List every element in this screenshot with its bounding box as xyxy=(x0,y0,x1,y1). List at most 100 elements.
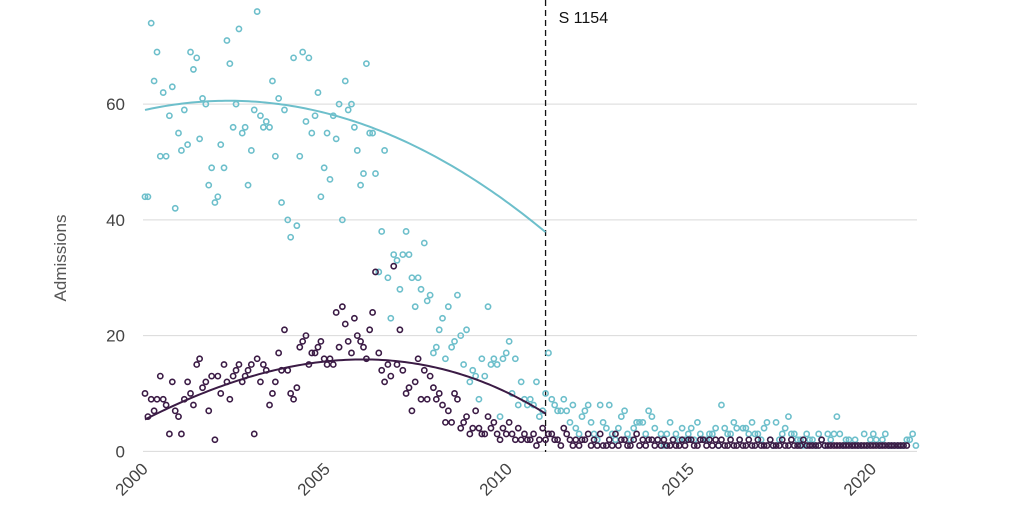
data-point-teal xyxy=(602,424,610,432)
data-point-purple xyxy=(879,442,886,449)
data-point-purple xyxy=(624,442,631,449)
data-point-teal xyxy=(360,170,367,177)
data-point-teal xyxy=(399,251,407,258)
data-point-teal xyxy=(490,355,498,363)
data-point-teal xyxy=(560,395,568,403)
data-point-purple xyxy=(165,430,173,438)
data-point-purple xyxy=(387,372,395,380)
data-point-teal xyxy=(605,401,613,409)
data-point-teal xyxy=(566,418,574,426)
data-point-purple xyxy=(369,309,376,316)
data-point-purple xyxy=(141,390,149,397)
data-point-purple xyxy=(630,436,638,444)
data-point-teal xyxy=(785,413,792,421)
data-point-teal xyxy=(417,285,425,293)
gridlines xyxy=(143,103,917,452)
data-point-purple xyxy=(202,378,210,386)
data-point-purple xyxy=(332,309,340,316)
data-point-purple xyxy=(551,436,559,444)
data-point-purple xyxy=(220,361,228,368)
data-point-purple xyxy=(608,442,616,449)
data-point-purple xyxy=(411,378,419,386)
data-point-purple xyxy=(827,442,835,449)
data-point-teal xyxy=(448,343,456,351)
data-point-purple xyxy=(617,436,625,444)
data-point-purple xyxy=(357,337,364,345)
data-point-purple xyxy=(250,430,258,438)
data-point-purple xyxy=(587,442,595,449)
data-point-purple xyxy=(897,442,905,449)
data-point-purple xyxy=(724,442,732,449)
data-point-purple xyxy=(281,326,288,334)
data-point-teal xyxy=(420,239,428,247)
data-point-teal xyxy=(621,407,628,415)
data-point-teal xyxy=(305,54,313,62)
data-point-purple xyxy=(763,442,771,449)
data-point-purple xyxy=(381,378,389,386)
policy-reference-line: S 1154 xyxy=(544,0,608,452)
data-point-teal xyxy=(612,436,619,444)
data-point-purple xyxy=(344,337,352,345)
data-point-teal xyxy=(563,407,571,415)
y-axis-title: Admissions xyxy=(51,215,70,302)
data-point-teal xyxy=(833,413,841,421)
data-point-purple xyxy=(654,436,662,444)
data-point-teal xyxy=(872,436,880,444)
data-point-purple xyxy=(150,407,158,415)
data-point-teal xyxy=(175,129,182,137)
data-point-purple xyxy=(696,436,704,444)
data-point-purple xyxy=(190,401,197,409)
data-point-teal xyxy=(178,147,185,154)
data-point-teal xyxy=(384,274,392,282)
data-point-teal xyxy=(778,430,786,438)
data-point-teal xyxy=(323,129,331,137)
data-point-teal xyxy=(517,378,525,386)
data-point-purple xyxy=(514,424,522,432)
data-point-teal xyxy=(199,94,206,102)
data-point-purple xyxy=(590,436,598,444)
data-point-teal xyxy=(284,216,292,224)
data-point-purple xyxy=(678,436,686,444)
data-point-purple xyxy=(742,442,750,449)
data-point-teal xyxy=(514,401,522,409)
data-point-teal xyxy=(469,366,477,374)
data-point-purple xyxy=(259,361,267,368)
data-point-teal xyxy=(511,355,519,363)
data-point-purple xyxy=(457,424,465,432)
data-point-purple xyxy=(178,430,185,438)
data-point-purple xyxy=(469,424,477,432)
data-point-purple xyxy=(214,372,222,380)
data-point-purple xyxy=(187,390,194,397)
data-point-teal xyxy=(317,193,325,201)
data-point-purple xyxy=(335,343,343,351)
data-point-purple xyxy=(690,442,698,449)
data-point-purple xyxy=(521,430,528,438)
data-point-teal xyxy=(496,413,504,421)
data-point-teal xyxy=(639,418,647,426)
data-point-teal xyxy=(909,430,917,438)
data-point-teal xyxy=(269,77,276,85)
data-point-purple xyxy=(739,442,747,449)
data-point-purple xyxy=(863,442,871,449)
data-point-teal xyxy=(259,123,267,131)
data-point-teal xyxy=(533,378,540,386)
data-point-teal xyxy=(657,430,665,438)
data-point-teal xyxy=(190,66,197,73)
data-point-purple xyxy=(703,442,710,449)
data-point-purple xyxy=(338,303,346,311)
data-point-teal xyxy=(257,112,264,120)
x-tick-label: 2000 xyxy=(112,459,152,499)
data-point-teal xyxy=(815,430,823,438)
data-point-purple xyxy=(408,407,416,415)
data-point-purple xyxy=(217,390,225,397)
data-point-purple xyxy=(708,442,716,449)
y-tick-label: 0 xyxy=(116,442,125,461)
data-point-purple xyxy=(781,442,789,449)
data-point-purple xyxy=(812,442,820,449)
data-point-purple xyxy=(296,343,304,351)
data-point-purple xyxy=(645,436,653,444)
data-point-purple xyxy=(881,442,889,449)
data-point-purple xyxy=(341,320,349,328)
data-point-teal xyxy=(414,274,422,282)
data-point-teal xyxy=(211,199,219,206)
